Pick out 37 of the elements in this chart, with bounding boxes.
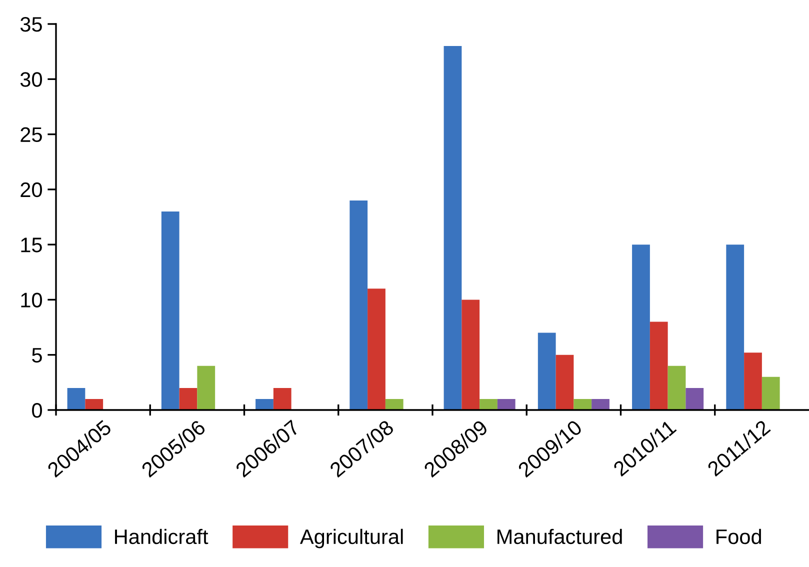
y-tick-label: 5 xyxy=(32,348,42,363)
bar xyxy=(350,200,368,410)
bar xyxy=(368,288,386,410)
bar xyxy=(161,211,180,410)
bar xyxy=(197,366,216,410)
bar xyxy=(592,398,610,410)
bar xyxy=(726,244,744,410)
bar xyxy=(462,300,480,410)
bar xyxy=(668,366,686,410)
bar xyxy=(632,244,650,410)
legend-label: Food xyxy=(716,528,761,544)
y-tick-label: 15 xyxy=(21,238,42,252)
bar xyxy=(650,322,668,410)
bar xyxy=(385,398,404,410)
legend-label: Manufactured xyxy=(498,528,622,544)
y-tick-label: 0 xyxy=(32,403,42,418)
y-tick-label: 10 xyxy=(21,292,42,308)
bar xyxy=(556,354,574,410)
bar xyxy=(480,398,498,410)
y-tick-label: 30 xyxy=(20,72,42,87)
bar xyxy=(538,332,556,410)
y-tick-label: 35 xyxy=(20,17,42,32)
bar xyxy=(762,376,780,410)
bar xyxy=(686,388,704,410)
bar xyxy=(67,388,86,410)
bar xyxy=(497,398,516,410)
bar xyxy=(744,352,762,410)
y-tick-label: 20 xyxy=(20,182,42,198)
legend-label: Agricultural xyxy=(300,528,403,548)
bar xyxy=(444,46,462,410)
y-tick-label: 25 xyxy=(20,127,42,142)
bar xyxy=(179,388,198,410)
legend-label: Handicraft xyxy=(115,528,208,544)
bar xyxy=(256,398,274,410)
bar xyxy=(273,388,292,410)
bar xyxy=(85,398,104,410)
bar xyxy=(574,398,592,410)
